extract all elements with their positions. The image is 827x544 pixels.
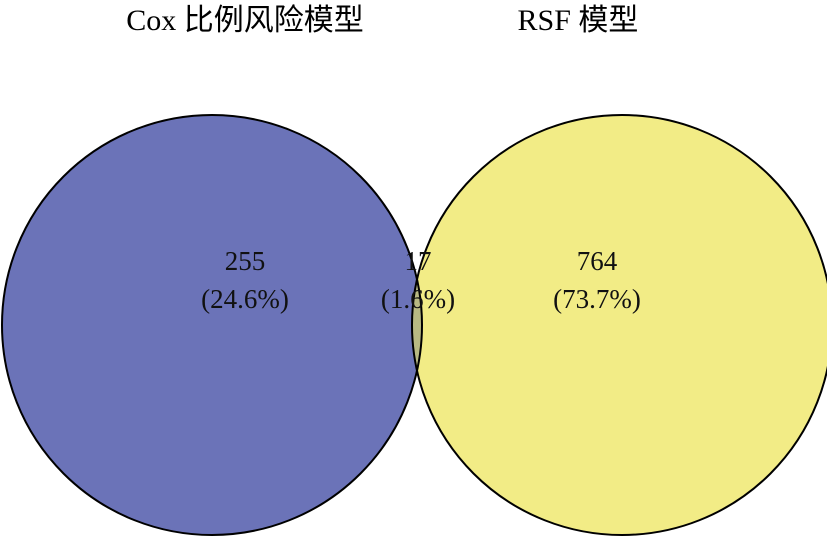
cox-set-title: Cox 比例风险模型 (126, 4, 364, 37)
rsf-set-title: RSF 模型 (518, 4, 639, 37)
right-only-percent: (73.7%) (553, 284, 641, 314)
left-only-count: 255 (225, 246, 266, 276)
overlap-percent: (1.6%) (381, 284, 455, 314)
rsf-set-outline (411, 114, 827, 536)
cox-set-circle (2, 115, 422, 535)
left-only-percent: (24.6%) (201, 284, 289, 314)
right-only-count: 764 (577, 246, 618, 276)
overlap-count: 17 (405, 246, 432, 276)
rsf-set-circle (412, 115, 827, 535)
cox-set-outline (1, 114, 423, 536)
